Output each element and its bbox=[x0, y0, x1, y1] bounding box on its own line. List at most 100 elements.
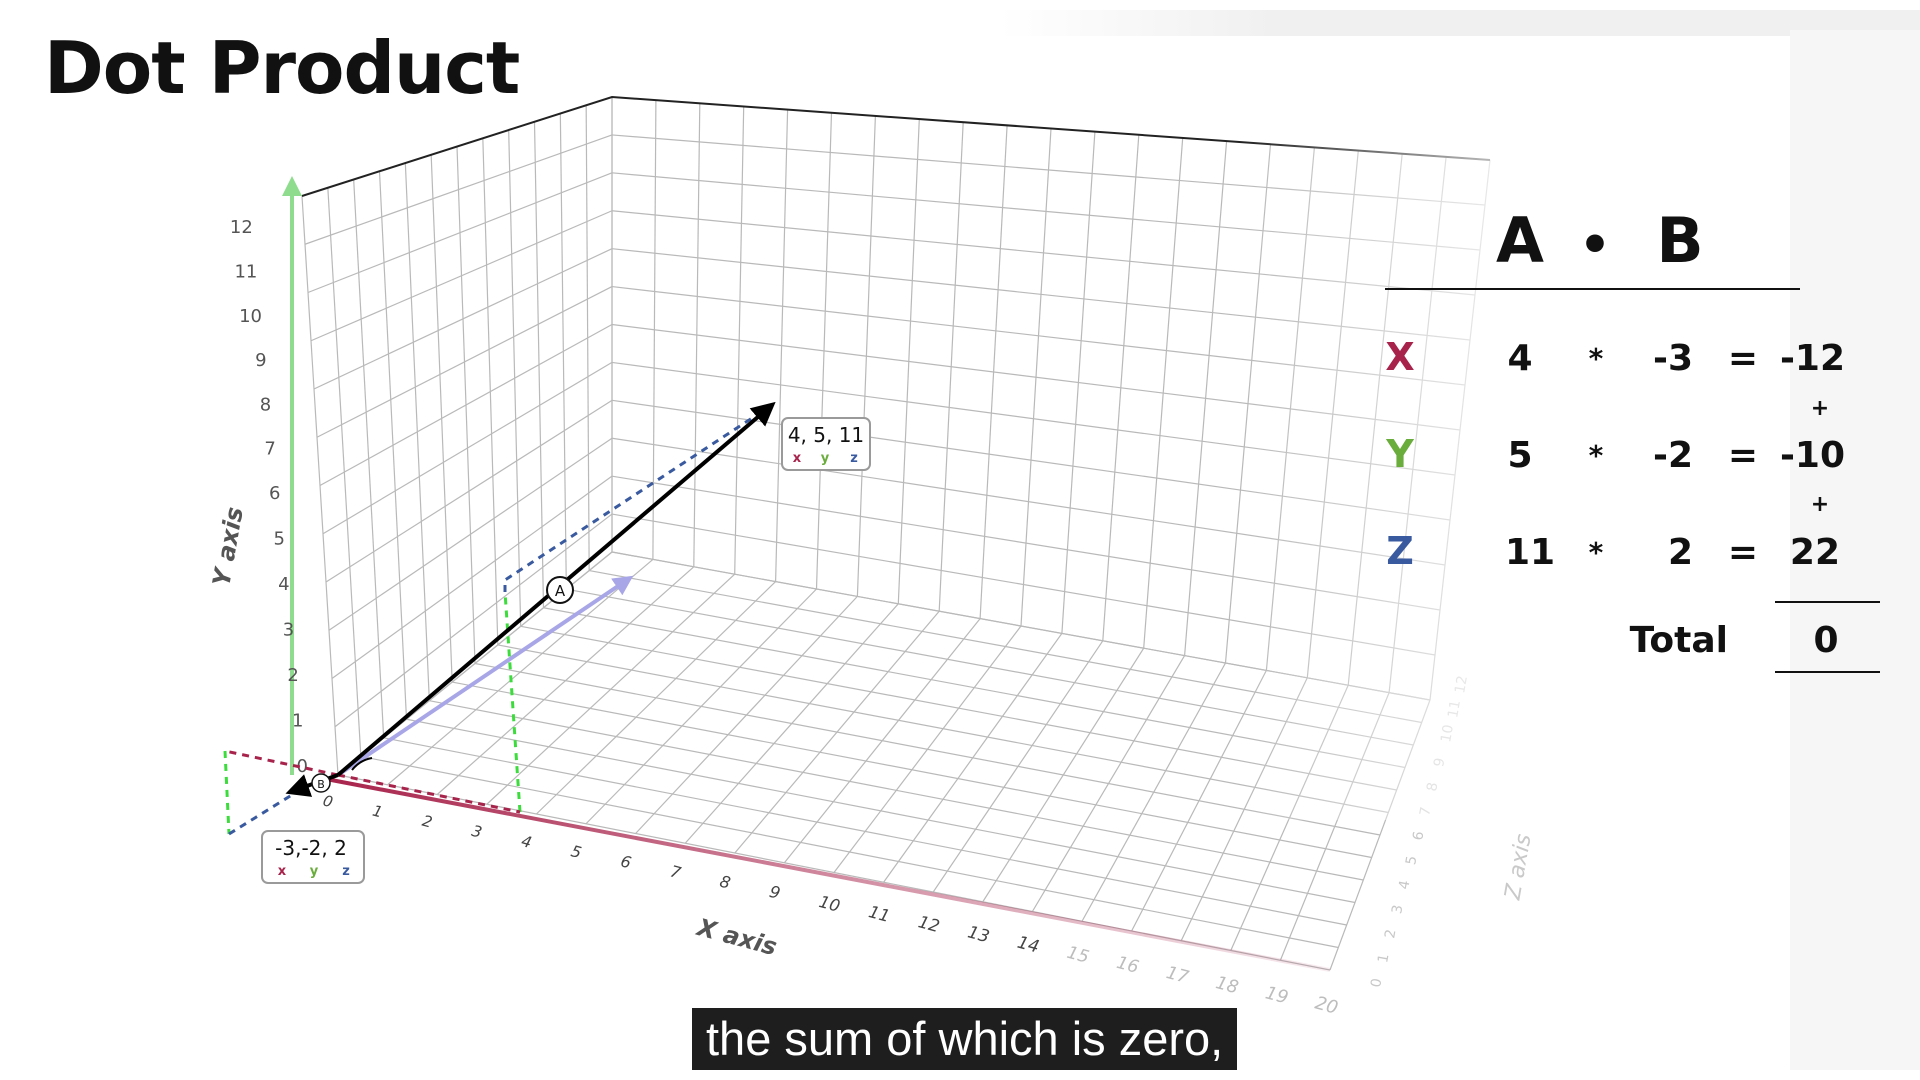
vector-a-coords: 4, 5, 11 bbox=[788, 423, 864, 447]
y-tick-label: 3 bbox=[283, 620, 294, 641]
vector-a-key-x: x bbox=[793, 451, 802, 466]
x-tick-label: 2 bbox=[420, 812, 434, 832]
grid-fade bbox=[900, 80, 1520, 820]
axes bbox=[282, 176, 1331, 972]
row-z-b: 2 bbox=[1668, 532, 1693, 573]
total-value: 0 bbox=[1813, 620, 1838, 661]
grid-line bbox=[328, 437, 613, 631]
equation-row-y: Y 5 * -2 = -10 + bbox=[1385, 432, 1845, 517]
x-axis-line bbox=[325, 777, 1331, 972]
grid-line bbox=[313, 248, 613, 390]
z-tick-label: 0 bbox=[1368, 977, 1385, 989]
x-tick-label: 11 bbox=[867, 902, 892, 926]
equation-row-z: Z 11 * 2 = 22 bbox=[1386, 529, 1840, 573]
row-x-plus: + bbox=[1811, 396, 1829, 421]
x-tick-label: 5 bbox=[569, 841, 584, 862]
y-tick-label: 1 bbox=[292, 711, 303, 732]
x-tick-label: 19 bbox=[1263, 982, 1290, 1008]
x-tick-label: 9 bbox=[767, 882, 782, 903]
grid-line bbox=[406, 718, 1356, 904]
row-y-result: -10 bbox=[1780, 435, 1845, 476]
row-y-axis: Y bbox=[1385, 432, 1414, 476]
row-x-eq: = bbox=[1728, 338, 1758, 379]
vector-a-marker: A bbox=[546, 576, 574, 604]
y-tick-label: 8 bbox=[260, 394, 271, 415]
z-tick-label: 5 bbox=[1403, 855, 1420, 867]
vector-a-key-z: z bbox=[850, 451, 858, 466]
vector-b-x-guide bbox=[224, 749, 339, 777]
vector-a-key-y: y bbox=[821, 451, 830, 466]
grid-line bbox=[331, 475, 613, 679]
z-tick-label: 6 bbox=[1410, 830, 1427, 842]
y-tick-label: 4 bbox=[278, 574, 289, 595]
z-tick-label: 3 bbox=[1389, 904, 1406, 916]
equation-row-x: X 4 * -3 = -12 + bbox=[1385, 335, 1845, 421]
svg-text:B: B bbox=[317, 778, 325, 791]
grid-line bbox=[316, 286, 613, 438]
row-x-b: -3 bbox=[1653, 338, 1693, 379]
row-z-op: * bbox=[1589, 536, 1604, 569]
vector-b-y-guide bbox=[223, 750, 231, 835]
row-y-plus: + bbox=[1811, 492, 1829, 517]
y-tick-label: 6 bbox=[269, 483, 280, 504]
grid-line bbox=[304, 134, 613, 245]
total-label: Total bbox=[1630, 620, 1728, 661]
vector-b-coords: -3,-2, 2 bbox=[275, 836, 347, 860]
x-tick-label: 16 bbox=[1114, 953, 1141, 978]
vector-b-label: -3,-2, 2 x y z bbox=[261, 830, 365, 884]
grid-line bbox=[307, 172, 613, 294]
y-tick-label: 9 bbox=[255, 350, 266, 371]
y-tick-label: 2 bbox=[287, 665, 298, 686]
x-tick-label: 12 bbox=[916, 911, 942, 936]
z-tick-label: 2 bbox=[1382, 928, 1399, 940]
equation-header-b: B bbox=[1656, 204, 1703, 277]
grid-line bbox=[322, 361, 613, 535]
row-y-b: -2 bbox=[1653, 435, 1693, 476]
x-tick-label: 0 bbox=[321, 791, 335, 811]
vector-a-z-guide bbox=[503, 403, 773, 592]
equation-header-dot: • bbox=[1579, 216, 1611, 274]
grid-line bbox=[360, 755, 1339, 949]
vector-b-key-z: z bbox=[342, 864, 350, 879]
grid-line bbox=[325, 399, 613, 583]
vector-b-z-guide bbox=[228, 791, 296, 836]
y-tick-label: 12 bbox=[230, 217, 253, 238]
row-z-axis: Z bbox=[1386, 529, 1414, 573]
x-tick-label: 1 bbox=[371, 802, 385, 822]
y-axis-label: Y axis bbox=[207, 505, 248, 589]
x-tick-label: 3 bbox=[470, 822, 484, 842]
vector-a-label: 4, 5, 11 x y z bbox=[781, 417, 871, 471]
grid-line bbox=[383, 737, 1347, 926]
z-axis-label: Z axis bbox=[1500, 832, 1536, 902]
x-tick-label: 10 bbox=[817, 892, 842, 916]
equation-panel: A • B X 4 * -3 = -12 + Y 5 * -2 = -10 + … bbox=[1385, 204, 1880, 673]
x-tick-label: 14 bbox=[1015, 933, 1041, 958]
z-tick-label: 4 bbox=[1396, 879, 1413, 891]
row-y-op: * bbox=[1589, 439, 1604, 472]
row-y-eq: = bbox=[1728, 435, 1758, 476]
top-shade bbox=[1000, 10, 1920, 36]
vector-b-marker: B bbox=[311, 773, 331, 793]
row-x-op: * bbox=[1589, 342, 1604, 375]
x-tick-label: 7 bbox=[668, 862, 684, 883]
x-tick-label: 20 bbox=[1313, 993, 1341, 1019]
y-tick-label: 7 bbox=[264, 439, 275, 460]
x-tick-label: 15 bbox=[1065, 943, 1091, 968]
grid-line bbox=[429, 700, 1364, 881]
page-title: Dot Product bbox=[44, 26, 520, 110]
x-tick-label: 13 bbox=[966, 921, 992, 946]
x-tick-label: 4 bbox=[519, 832, 533, 852]
vector-a-x-guide bbox=[337, 773, 521, 814]
y-tick-label: 0 bbox=[297, 756, 308, 777]
right-panel-bg bbox=[1790, 30, 1920, 1070]
x-tick-label: 8 bbox=[718, 872, 733, 893]
row-z-result: 22 bbox=[1790, 532, 1840, 573]
svg-text:A: A bbox=[555, 582, 566, 600]
grid-line bbox=[310, 210, 613, 342]
row-x-a: 4 bbox=[1507, 338, 1532, 379]
angle-arc bbox=[351, 757, 373, 771]
vectors bbox=[223, 401, 776, 836]
x-tick-label: 18 bbox=[1214, 973, 1241, 998]
